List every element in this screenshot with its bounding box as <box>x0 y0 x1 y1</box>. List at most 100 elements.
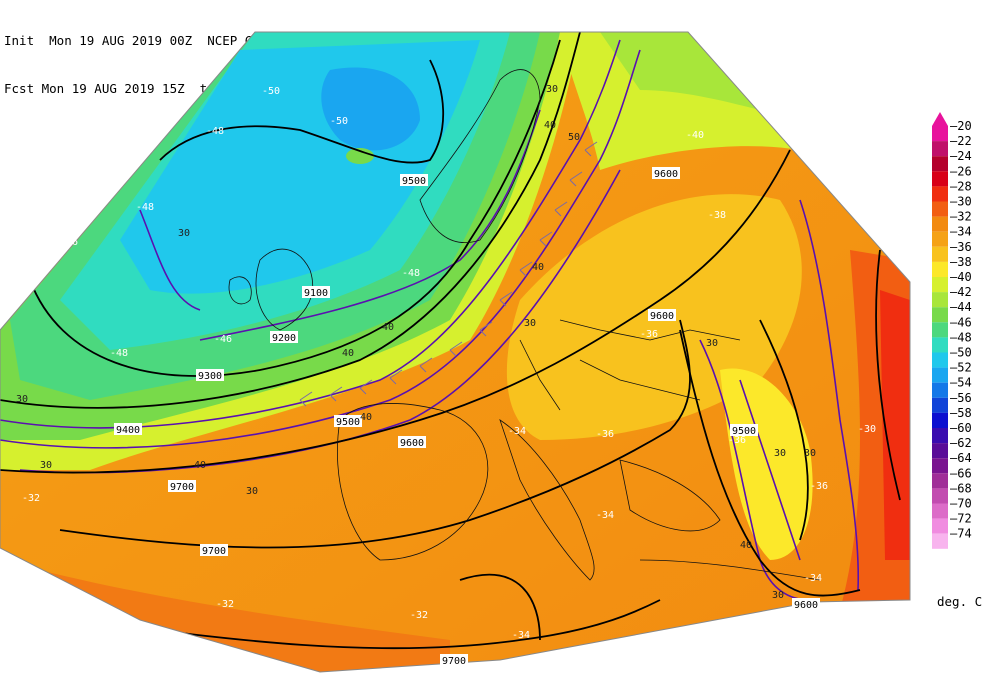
legend-swatch <box>932 201 948 217</box>
height-label-bg <box>114 423 142 435</box>
wind-label: 30 <box>546 84 558 95</box>
height-contour-line <box>0 32 581 409</box>
legend-label: –42 <box>950 285 972 299</box>
wind-contour-line <box>0 49 641 449</box>
legend-label: –74 <box>950 527 972 541</box>
legend-label: –66 <box>950 466 972 480</box>
wind-label: 40 <box>532 262 544 273</box>
temp-label: -36 <box>728 435 746 446</box>
legend-swatch <box>932 443 948 459</box>
height-label: 9600 <box>794 600 818 611</box>
legend-swatch <box>932 156 948 172</box>
height-label: 9600 <box>654 169 678 180</box>
temp-label: -46 <box>60 237 78 248</box>
temp-label: -48 <box>206 126 224 137</box>
legend-swatch <box>932 292 948 308</box>
height-label-group: 9500 9600 9100 9200 9300 9400 9500 9600 … <box>114 167 820 667</box>
coastline-ireland <box>228 276 252 305</box>
temp-shade-northeast <box>560 32 800 170</box>
coastline-italy <box>499 419 595 581</box>
wind-label: 30 <box>40 460 52 471</box>
height-label-bg <box>302 286 330 298</box>
wind-barbs <box>299 141 598 407</box>
border-line <box>519 339 561 411</box>
wind-barb-row <box>299 141 598 407</box>
wind-label: 30 <box>804 448 816 459</box>
wind-label: 40 <box>544 120 556 131</box>
legend-swatch <box>932 126 948 142</box>
temp-label: -38 <box>708 210 726 221</box>
coastline-britain <box>255 248 314 331</box>
legend-swatch <box>932 246 948 262</box>
wind-label: 40 <box>740 540 752 551</box>
wind-label: 50 <box>568 132 580 143</box>
coastline-balkans <box>619 459 721 532</box>
temp-label: -32 <box>22 493 40 504</box>
legend-units: deg. C <box>937 594 983 609</box>
legend-swatch <box>932 382 948 398</box>
height-label: 9200 <box>272 333 296 344</box>
legend-swatch <box>932 533 948 549</box>
legend-swatch <box>932 141 948 157</box>
height-contour-line <box>679 329 861 597</box>
wind-contour-line <box>739 379 801 561</box>
legend-label: –56 <box>950 391 972 405</box>
wind-label: 30 <box>178 228 190 239</box>
legend-swatch <box>932 518 948 534</box>
height-label: 9500 <box>336 417 360 428</box>
height-label: 9600 <box>400 438 424 449</box>
temp-label: -36 <box>640 329 658 340</box>
legend-label: –52 <box>950 361 972 375</box>
legend-label: –40 <box>950 270 972 284</box>
wind-label: 30 <box>524 318 536 329</box>
legend-swatch <box>932 412 948 428</box>
legend-swatch <box>932 307 948 323</box>
legend-label: –44 <box>950 300 972 314</box>
color-legend: –20–22–24–26–28–30–32–34–36–38–40–42–44–… <box>932 112 972 549</box>
legend-swatch <box>932 171 948 187</box>
temp-label: -34 <box>512 630 530 641</box>
height-contours <box>0 32 901 650</box>
legend-label: –26 <box>950 164 972 178</box>
wind-contour-line <box>799 199 860 591</box>
height-contour-line <box>875 249 901 501</box>
wind-label: 30 <box>772 590 784 601</box>
height-label: 9100 <box>304 288 328 299</box>
legend-label: –50 <box>950 346 972 360</box>
height-label: 9700 <box>202 546 226 557</box>
legend-label: –68 <box>950 481 972 495</box>
wind-contour-line <box>0 39 621 429</box>
temp-label: -40 <box>686 130 704 141</box>
temp-label: -50 <box>262 86 280 97</box>
legend-label: –22 <box>950 134 972 148</box>
legend-arrow <box>932 112 948 126</box>
temp-label: -36 <box>810 481 828 492</box>
legend-swatch <box>932 503 948 519</box>
temp-label: -48 <box>402 268 420 279</box>
temp-label: -36 <box>596 429 614 440</box>
height-contour-line <box>29 39 561 377</box>
legend-label: –58 <box>950 406 972 420</box>
height-label-bg <box>400 174 428 186</box>
coastlines <box>228 69 821 581</box>
wind-contour-line <box>139 209 201 311</box>
legend-swatch <box>932 473 948 489</box>
legend-label: –60 <box>950 421 972 435</box>
legend-label: –64 <box>950 451 972 465</box>
height-label-bg <box>648 309 676 321</box>
legend-label: –54 <box>950 376 972 390</box>
height-contour-line <box>459 573 541 641</box>
wind-label: 40 <box>194 460 206 471</box>
legend-label: –36 <box>950 240 972 254</box>
height-contour-line <box>159 59 445 164</box>
temp-label: -48 <box>136 202 154 213</box>
legend-label: –62 <box>950 436 972 450</box>
wind-label: 40 <box>382 322 394 333</box>
legend-label: –28 <box>950 179 972 193</box>
legend-label: –30 <box>950 195 972 209</box>
legend-swatch <box>932 428 948 444</box>
height-label-bg <box>196 369 224 381</box>
wind-label: 30 <box>774 448 786 459</box>
